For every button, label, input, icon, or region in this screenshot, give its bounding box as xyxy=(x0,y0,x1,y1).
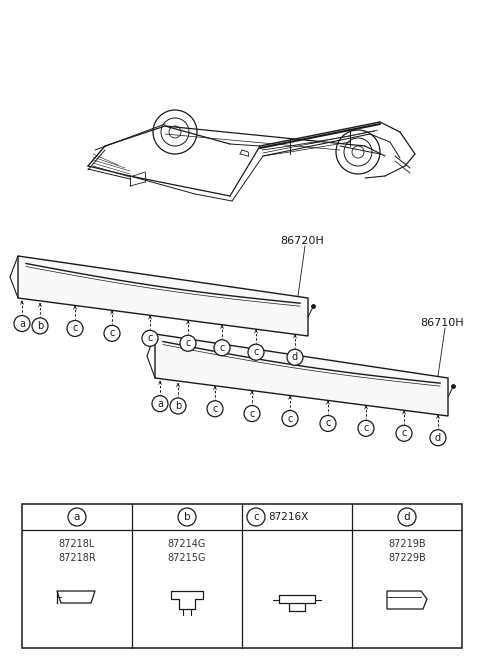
Text: c: c xyxy=(219,342,225,353)
Text: 87216X: 87216X xyxy=(268,512,308,522)
Text: 87229B: 87229B xyxy=(388,553,426,563)
Text: a: a xyxy=(157,399,163,409)
Circle shape xyxy=(142,331,158,346)
Text: c: c xyxy=(253,347,259,357)
Circle shape xyxy=(248,344,264,360)
Text: c: c xyxy=(109,328,115,338)
Text: 87214G: 87214G xyxy=(168,539,206,549)
Circle shape xyxy=(180,335,196,351)
Text: b: b xyxy=(175,401,181,411)
Text: c: c xyxy=(288,413,293,424)
Circle shape xyxy=(214,340,230,356)
Text: c: c xyxy=(253,512,259,522)
Circle shape xyxy=(398,508,416,526)
Text: 86720H: 86720H xyxy=(280,236,324,246)
Text: a: a xyxy=(19,319,25,329)
Circle shape xyxy=(178,508,196,526)
Text: 87218R: 87218R xyxy=(58,553,96,563)
Circle shape xyxy=(14,316,30,331)
Text: d: d xyxy=(404,512,410,522)
Circle shape xyxy=(430,430,446,445)
Text: d: d xyxy=(435,433,441,443)
Circle shape xyxy=(244,405,260,422)
Circle shape xyxy=(68,508,86,526)
Text: c: c xyxy=(147,333,153,343)
Text: 86710H: 86710H xyxy=(420,318,464,328)
Text: c: c xyxy=(212,404,218,414)
Circle shape xyxy=(282,411,298,426)
Text: b: b xyxy=(37,321,43,331)
Circle shape xyxy=(287,349,303,365)
Bar xyxy=(22,504,462,648)
Text: d: d xyxy=(292,352,298,362)
Circle shape xyxy=(104,325,120,341)
Circle shape xyxy=(358,420,374,436)
Polygon shape xyxy=(18,256,308,336)
Polygon shape xyxy=(155,334,448,416)
Circle shape xyxy=(170,398,186,414)
Text: c: c xyxy=(185,338,191,348)
Text: b: b xyxy=(184,512,190,522)
Text: a: a xyxy=(74,512,80,522)
Text: c: c xyxy=(363,423,369,434)
Text: 87215G: 87215G xyxy=(168,553,206,563)
Circle shape xyxy=(247,508,265,526)
Text: 87219B: 87219B xyxy=(388,539,426,549)
Text: c: c xyxy=(325,419,331,428)
Text: c: c xyxy=(72,323,78,333)
Text: c: c xyxy=(249,409,255,419)
Circle shape xyxy=(152,396,168,412)
Circle shape xyxy=(207,401,223,417)
Text: c: c xyxy=(401,428,407,438)
Circle shape xyxy=(396,425,412,441)
Circle shape xyxy=(32,318,48,334)
Text: 87218L: 87218L xyxy=(59,539,95,549)
Circle shape xyxy=(67,321,83,337)
Circle shape xyxy=(320,415,336,432)
